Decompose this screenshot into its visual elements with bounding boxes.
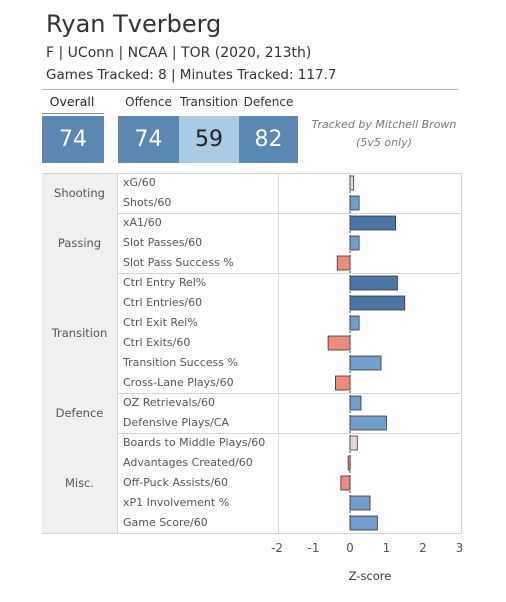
overall-score: 74 (42, 116, 104, 163)
tracked-scope: (5v5 only) (356, 136, 412, 149)
bar (349, 355, 382, 371)
metric-label: Off-Puck Assists/60 (123, 476, 229, 489)
header-divider (42, 89, 458, 90)
transition-header: Transition (179, 95, 239, 109)
tracked-note: Tracked by Mitchell Brown (5v5 only) (306, 116, 462, 152)
defence-header: Defence (243, 95, 294, 109)
metric-label: OZ Retrievals/60 (123, 396, 216, 409)
category-transition: Transition (42, 273, 117, 393)
player-name: Ryan Tverberg (46, 10, 222, 38)
overall-underline (42, 113, 104, 114)
category-misc: Misc. (42, 433, 117, 533)
metric-label: Game Score/60 (123, 516, 208, 529)
bar (349, 315, 360, 331)
transition-score: 59 (179, 116, 239, 163)
bar (349, 395, 362, 411)
category-passing: Passing (42, 213, 117, 273)
category-shooting: Shooting (42, 173, 117, 213)
bar (334, 375, 351, 391)
metric-label: Defensive Plays/CA (123, 416, 229, 429)
tracked-by: Tracked by Mitchell Brown (311, 118, 457, 131)
metric-label: Slot Passes/60 (123, 236, 203, 249)
z-score-bar-chart (327, 175, 406, 531)
bar (349, 495, 371, 511)
metric-label: Advantages Created/60 (123, 456, 253, 469)
bar (347, 455, 351, 471)
metric-label: xG/60 (123, 176, 156, 189)
x-tick-label: 3 (455, 541, 464, 555)
overall-header: Overall (49, 94, 95, 109)
metric-label: Ctrl Entry Rel% (123, 276, 207, 289)
games-tracked-line: Games Tracked: 8 | Minutes Tracked: 117.… (46, 67, 337, 83)
category-defence: Defence (42, 393, 117, 433)
table-top-border (42, 173, 462, 174)
group-divider (42, 533, 462, 534)
x-tick-label: 1 (382, 541, 391, 555)
group-divider (42, 393, 462, 394)
bar (349, 175, 355, 191)
group-divider (42, 273, 462, 274)
x-tick-label: -1 (307, 541, 320, 555)
metric-label: Slot Pass Success % (123, 256, 234, 269)
bar (349, 435, 358, 451)
offence-header: Offence (125, 95, 172, 109)
metric-label: Ctrl Exit Rel% (123, 316, 198, 329)
metric-label: Ctrl Entries/60 (123, 296, 203, 309)
metric-label: xA1/60 (123, 216, 162, 229)
metric-table: Shooting xG/60 Shots/60 Passing xA1/60 Slot P… (42, 173, 462, 534)
metric-label: Cross-Lane Plays/60 (123, 376, 234, 389)
label-column-divider (278, 173, 279, 533)
x-tick-label: 0 (346, 541, 354, 555)
bar (349, 215, 397, 231)
bar (349, 515, 378, 531)
metric-label: xP1 Involvement % (123, 496, 230, 509)
table-right-border (461, 173, 462, 533)
offence-score: 74 (118, 116, 179, 163)
player-info: F | UConn | NCAA | TOR (2020, 213th) (46, 45, 312, 61)
metric-label: Shots/60 (123, 196, 172, 209)
bar (349, 415, 387, 431)
bar (349, 235, 360, 251)
bar (327, 335, 351, 351)
group-divider (42, 213, 462, 214)
category-column-divider (117, 173, 118, 533)
bar (349, 275, 398, 291)
x-axis-label: Z-score (348, 569, 392, 583)
metric-label: Ctrl Exits/60 (123, 336, 191, 349)
bar (336, 255, 351, 271)
x-tick-label: 2 (419, 541, 427, 555)
metric-label: Boards to Middle Plays/60 (123, 436, 266, 449)
bar (349, 195, 360, 211)
defence-score: 82 (239, 116, 298, 163)
metric-label: Transition Success % (123, 356, 238, 369)
bar (340, 475, 351, 491)
group-divider (42, 433, 462, 434)
bar (349, 295, 406, 311)
x-tick-label: -2 (271, 541, 283, 555)
